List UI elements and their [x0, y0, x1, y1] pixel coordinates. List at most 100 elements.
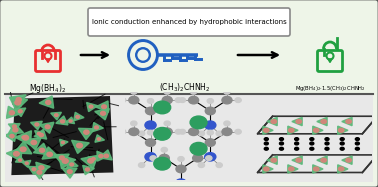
Circle shape [235, 129, 241, 134]
Circle shape [146, 139, 155, 146]
Circle shape [189, 128, 198, 136]
Circle shape [119, 98, 126, 102]
Circle shape [15, 100, 21, 105]
Circle shape [346, 158, 352, 162]
Circle shape [175, 129, 181, 134]
Circle shape [295, 138, 299, 140]
Circle shape [97, 138, 101, 140]
Circle shape [62, 159, 68, 163]
Circle shape [340, 142, 344, 145]
Circle shape [67, 170, 72, 173]
Circle shape [288, 128, 294, 132]
Circle shape [346, 119, 352, 123]
Circle shape [25, 162, 28, 164]
Circle shape [325, 147, 329, 150]
Circle shape [69, 120, 72, 122]
Bar [5, 94, 373, 182]
Circle shape [325, 142, 329, 145]
Circle shape [84, 130, 89, 134]
Circle shape [10, 134, 14, 138]
Circle shape [150, 156, 156, 160]
Circle shape [47, 152, 53, 157]
Circle shape [340, 138, 344, 140]
Circle shape [85, 168, 90, 171]
Circle shape [296, 119, 302, 123]
Circle shape [164, 121, 170, 126]
Circle shape [279, 142, 284, 145]
Circle shape [22, 136, 25, 138]
Circle shape [162, 128, 172, 136]
Circle shape [88, 159, 93, 163]
Circle shape [147, 99, 153, 103]
Circle shape [39, 166, 44, 170]
Circle shape [129, 96, 139, 104]
Circle shape [59, 156, 64, 160]
Circle shape [313, 128, 319, 132]
Circle shape [35, 123, 39, 126]
Circle shape [89, 105, 93, 108]
Circle shape [20, 147, 26, 152]
FancyBboxPatch shape [88, 8, 290, 36]
Circle shape [19, 159, 22, 161]
Circle shape [310, 138, 314, 140]
Circle shape [39, 148, 45, 152]
Circle shape [176, 165, 186, 173]
Circle shape [216, 131, 222, 136]
Circle shape [205, 153, 216, 161]
Circle shape [32, 168, 36, 171]
Polygon shape [328, 59, 332, 62]
Circle shape [37, 170, 42, 174]
Circle shape [222, 128, 232, 136]
Circle shape [179, 129, 186, 134]
Circle shape [321, 119, 327, 123]
Circle shape [102, 105, 107, 108]
Circle shape [45, 125, 50, 129]
Circle shape [37, 132, 41, 135]
Circle shape [271, 158, 277, 162]
Circle shape [9, 111, 14, 115]
Circle shape [175, 98, 181, 102]
Circle shape [175, 179, 187, 187]
Circle shape [138, 163, 145, 168]
Circle shape [31, 140, 37, 145]
Circle shape [154, 101, 171, 114]
Circle shape [263, 167, 269, 171]
Circle shape [340, 147, 344, 150]
Circle shape [156, 163, 163, 168]
Circle shape [129, 128, 139, 136]
Circle shape [99, 154, 103, 158]
Circle shape [146, 107, 155, 115]
Circle shape [288, 167, 294, 171]
Circle shape [310, 147, 314, 150]
Circle shape [355, 147, 359, 150]
Circle shape [216, 163, 222, 168]
Circle shape [154, 128, 171, 140]
Circle shape [207, 130, 214, 135]
Circle shape [92, 158, 95, 160]
Circle shape [279, 147, 284, 150]
Circle shape [296, 158, 302, 162]
Circle shape [205, 107, 215, 115]
Circle shape [279, 138, 284, 140]
Text: Ionic conduction enhanced by hydrophobic interactions: Ionic conduction enhanced by hydrophobic… [91, 19, 287, 25]
Circle shape [13, 128, 18, 132]
Circle shape [76, 116, 79, 118]
Circle shape [77, 143, 82, 148]
Circle shape [189, 96, 198, 104]
Circle shape [119, 129, 126, 134]
Circle shape [207, 99, 214, 103]
Circle shape [60, 120, 65, 123]
Circle shape [191, 89, 197, 94]
Circle shape [18, 110, 22, 113]
Circle shape [193, 154, 203, 162]
Circle shape [325, 138, 329, 140]
Circle shape [224, 121, 230, 126]
Circle shape [145, 121, 156, 129]
Polygon shape [11, 96, 113, 175]
Circle shape [222, 96, 232, 104]
Circle shape [205, 139, 215, 146]
Circle shape [264, 147, 268, 150]
Circle shape [295, 142, 299, 145]
Circle shape [159, 154, 169, 162]
Circle shape [263, 128, 269, 132]
